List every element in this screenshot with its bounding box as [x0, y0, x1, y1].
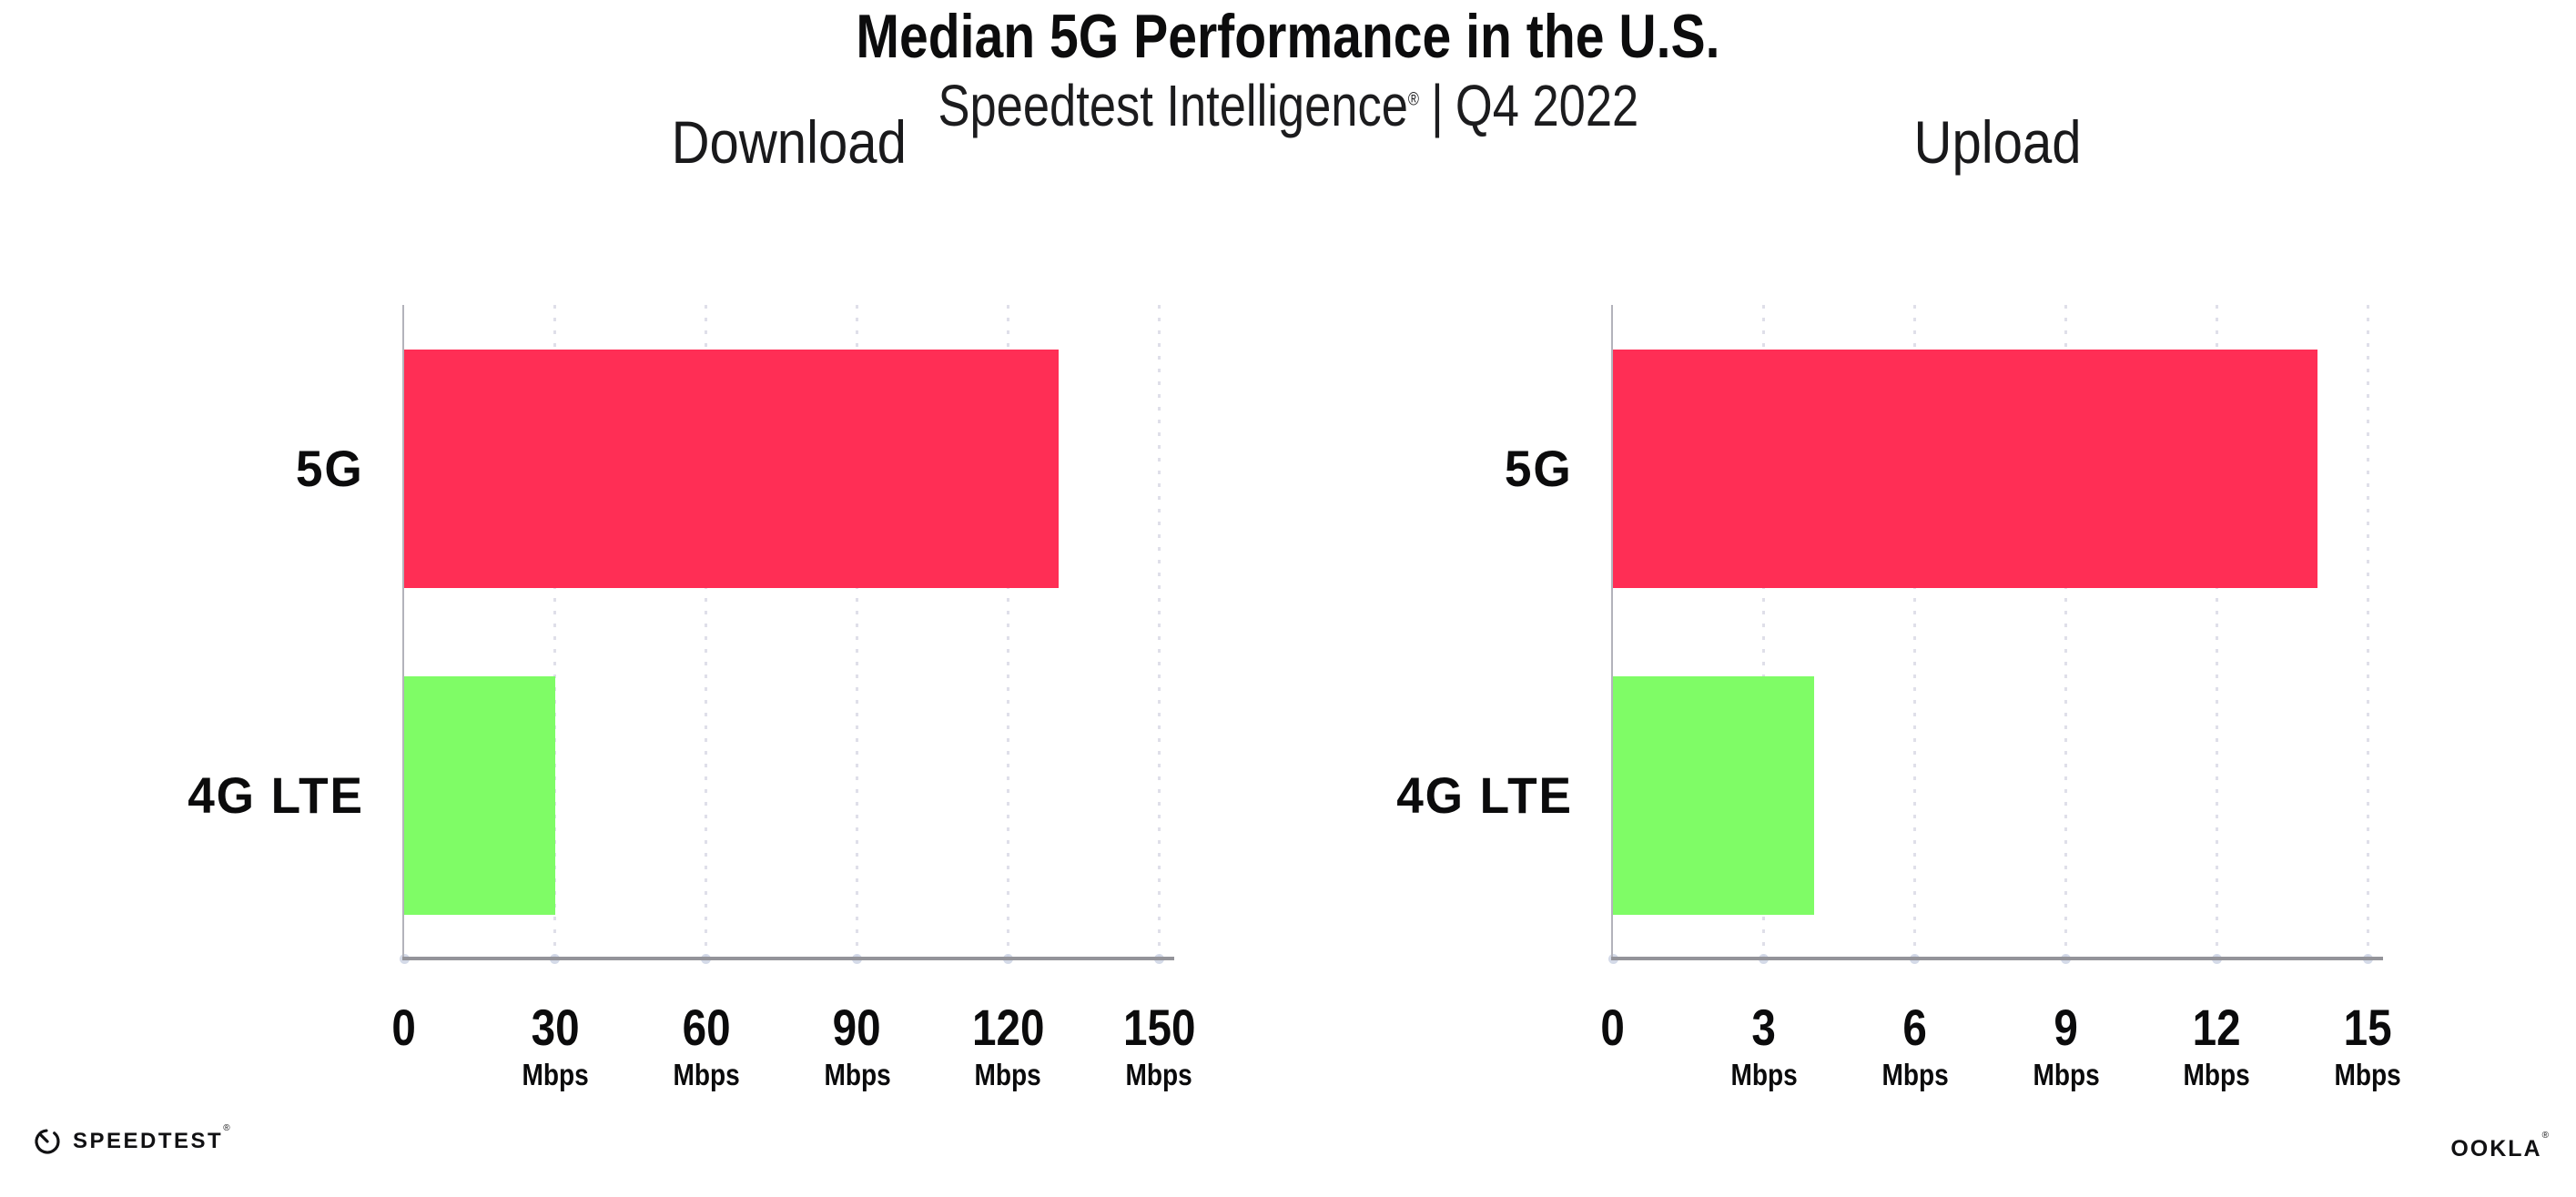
x-tick-label-30: 30 Mbps: [482, 1002, 628, 1090]
x-tick-value: 15: [2343, 999, 2392, 1056]
gridline-90: [856, 305, 859, 959]
x-tick-label-0: 0: [1540, 1002, 1686, 1053]
x-tick-label-60: 60 Mbps: [634, 1002, 779, 1090]
x-tick-value: 90: [833, 999, 882, 1056]
ookla-trademark-symbol: ®: [2541, 1131, 2549, 1141]
upload-chart-panel: Upload 0 3 Mbps 6 Mbps 9 Mbps 12 Mbps 15 Mbps 5G 4G …: [1396, 112, 2401, 1090]
x-tick-unit: Mbps: [824, 1058, 891, 1091]
y-category-label-4g-lte: 4G LTE: [1396, 766, 1573, 824]
gridline-6: [1913, 305, 1917, 959]
speedtest-logo: SPEEDTEST®: [33, 1123, 230, 1156]
x-tick-label-120: 120 Mbps: [936, 1002, 1081, 1090]
bar-4g-lte: [1613, 675, 1815, 915]
x-tick-value: 0: [391, 999, 417, 1056]
speedtest-wordmark: SPEEDTEST: [73, 1129, 224, 1153]
ookla-wordmark: OOKLA: [2450, 1136, 2542, 1161]
x-tick-value: 9: [2054, 999, 2078, 1056]
subtitle-separator: |: [1430, 73, 1444, 138]
x-tick-unit: Mbps: [673, 1058, 740, 1091]
header: Median 5G Performance in the U.S. Speedt…: [0, 5, 2576, 135]
x-tick-label-15: 15 Mbps: [2295, 1002, 2440, 1090]
x-tick-unit: Mbps: [2183, 1058, 2251, 1091]
x-tick-label-90: 90 Mbps: [785, 1002, 930, 1090]
gridline-120: [1007, 305, 1010, 959]
x-tick-value: 60: [682, 999, 731, 1056]
x-axis-line: [402, 957, 1174, 960]
x-tick-unit: Mbps: [2033, 1058, 2100, 1091]
subtitle-period: Q4 2022: [1455, 73, 1638, 138]
gridline-9: [2064, 305, 2068, 959]
x-tick-value: 120: [971, 999, 1045, 1056]
x-tick-unit: Mbps: [1881, 1058, 1949, 1091]
x-tick-unit: Mbps: [974, 1058, 1042, 1091]
x-tick-label-6: 6 Mbps: [1842, 1002, 1988, 1090]
speedometer-gauge-icon: [35, 1129, 60, 1154]
gridline-60: [705, 305, 708, 959]
bar-4g-lte: [404, 675, 555, 915]
ookla-logo: OOKLA®: [2450, 1131, 2549, 1162]
registered-trademark-symbol: ®: [1407, 89, 1419, 110]
gridline-12: [2216, 305, 2219, 959]
gridline-150: [1157, 305, 1161, 959]
bar-5g: [404, 349, 1059, 588]
x-tick-label-0: 0: [331, 1002, 477, 1053]
subtitle-brand: Speedtest Intelligence: [938, 73, 1408, 138]
page-subtitle: Speedtest Intelligence® | Q4 2022: [0, 76, 2576, 135]
x-tick-label-3: 3 Mbps: [1691, 1002, 1837, 1090]
upload-chart-title: Upload: [1913, 108, 2083, 176]
x-tick-value: 0: [1600, 999, 1626, 1056]
download-chart-title: Download: [671, 108, 908, 176]
page-subtitle-text: Speedtest Intelligence® | Q4 2022: [938, 76, 1638, 135]
x-tick-value: 3: [1751, 999, 1777, 1056]
x-tick-value: 12: [2193, 999, 2241, 1056]
x-tick-unit: Mbps: [522, 1058, 589, 1091]
gridline-15: [2366, 305, 2369, 959]
x-tick-value: 6: [1902, 999, 1927, 1056]
speedtest-trademark-symbol: ®: [223, 1123, 230, 1133]
x-tick-unit: Mbps: [1730, 1058, 1798, 1091]
x-tick-label-9: 9 Mbps: [1993, 1002, 2139, 1090]
x-tick-unit: Mbps: [1125, 1058, 1193, 1091]
y-axis-spine: [402, 305, 404, 959]
y-axis-spine: [1611, 305, 1613, 959]
page-title-text: Median 5G Performance in the U.S.: [856, 2, 1720, 71]
page-title: Median 5G Performance in the U.S.: [0, 5, 2576, 67]
x-tick-label-150: 150 Mbps: [1086, 1002, 1232, 1090]
x-tick-label-12: 12 Mbps: [2145, 1002, 2290, 1090]
y-category-label-5g: 5G: [296, 439, 364, 497]
x-tick-unit: Mbps: [2334, 1058, 2402, 1091]
y-category-label-4g-lte: 4G LTE: [188, 766, 364, 824]
x-tick-value: 150: [1122, 999, 1196, 1056]
gridline-30: [553, 305, 557, 959]
y-category-label-5g: 5G: [1505, 439, 1573, 497]
x-tick-value: 30: [531, 999, 580, 1056]
x-axis-line: [1611, 957, 2383, 960]
gridline-3: [1762, 305, 1766, 959]
download-chart-panel: Download 0 30 Mbps 60 Mbps 90 Mbps 120 Mbps 150 Mb…: [188, 112, 1195, 1090]
bar-5g: [1613, 349, 2318, 588]
